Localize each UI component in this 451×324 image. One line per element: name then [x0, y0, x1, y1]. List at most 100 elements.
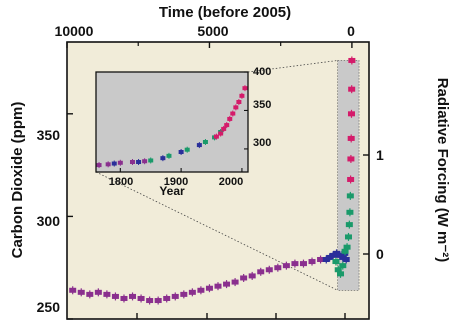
main-data-point-marker — [94, 289, 102, 295]
right-y-tick-label: 0 — [376, 246, 384, 262]
main-data-point — [344, 232, 352, 241]
main-data-point — [214, 282, 222, 291]
inset-data-point-marker — [142, 159, 148, 164]
main-data-point-marker — [347, 135, 355, 141]
main-data-point-marker — [339, 263, 347, 269]
inset-data-point-marker — [230, 111, 236, 116]
main-data-point-marker — [332, 259, 340, 265]
main-data-point-marker — [291, 261, 299, 267]
inset-data-point — [160, 155, 166, 162]
inset-x-tick-label: 1800 — [109, 176, 133, 188]
main-data-point-marker — [163, 295, 171, 301]
inset-x-axis-title: Year — [159, 184, 185, 198]
inset-data-point — [148, 157, 154, 164]
inset-plot-background — [96, 72, 248, 172]
main-data-point — [103, 290, 111, 299]
main-data-point — [332, 257, 340, 266]
inset-data-point — [218, 130, 224, 137]
inset-data-point-marker — [218, 131, 224, 136]
main-data-point — [282, 261, 290, 270]
main-data-point — [120, 294, 128, 303]
main-data-point-marker — [171, 293, 179, 299]
main-data-point — [347, 109, 355, 118]
top-x-tick-label: 0 — [347, 23, 355, 39]
inset-data-point-marker — [129, 160, 135, 164]
inset-axis-ticks — [119, 71, 248, 172]
main-data-point-marker — [346, 209, 354, 215]
y2-axis-title: Radiative Forcing (W m⁻²) — [434, 78, 451, 263]
main-data-point — [129, 292, 137, 301]
main-data-point — [308, 257, 316, 266]
inset-data-point-marker — [202, 140, 208, 144]
inset-data-point-marker — [221, 126, 227, 131]
inset-data-point-marker — [196, 143, 202, 148]
inset-data-point — [196, 142, 202, 149]
main-data-point-marker — [69, 287, 77, 293]
main-data-point — [69, 286, 77, 295]
main-data-point — [343, 243, 351, 252]
main-data-point-marker — [337, 271, 345, 277]
main-data-point-marker — [197, 287, 205, 293]
inset-data-point-marker — [178, 150, 184, 154]
main-data-point-marker — [345, 222, 353, 228]
right-y-tick-label: 1 — [376, 147, 384, 163]
inset-data-point-marker — [224, 123, 230, 128]
inset-data-point — [213, 133, 219, 140]
inset-data-point-marker — [111, 161, 117, 166]
main-data-point-marker — [77, 289, 85, 295]
main-data-point-marker — [348, 86, 356, 92]
main-data-point — [111, 292, 119, 301]
main-data-point-marker — [341, 248, 349, 254]
main-data-point — [205, 284, 213, 293]
inset-y-tick-label: 350 — [253, 99, 271, 111]
inset-x-tick-label: 1900 — [164, 176, 188, 188]
main-data-point — [265, 265, 273, 274]
inset-data-point — [166, 152, 172, 159]
main-data-point — [154, 296, 162, 305]
main-data-point — [223, 280, 231, 289]
main-data-point-marker — [344, 234, 352, 240]
inset-data-point — [239, 92, 245, 99]
inset-data-point-marker — [105, 162, 111, 167]
inset-data-point — [233, 104, 239, 111]
left-y-tick-label: 350 — [37, 127, 61, 143]
inset-data-point-marker — [160, 156, 166, 161]
inset-data-point-marker — [117, 160, 123, 165]
main-data-point-marker — [86, 291, 94, 297]
main-data-point-marker — [180, 291, 188, 297]
main-data-point-marker — [317, 256, 325, 262]
inset-connector-line-top — [247, 60, 338, 73]
main-data-point-marker — [154, 298, 162, 304]
main-data-point-marker — [282, 263, 290, 269]
inset-data-point — [230, 110, 236, 117]
inset-series-group — [96, 85, 248, 169]
inset-data-point — [236, 99, 242, 105]
main-data-point — [77, 288, 85, 297]
main-data-point-marker — [205, 285, 213, 291]
main-data-point — [248, 271, 256, 280]
main-data-point — [342, 255, 350, 264]
main-data-point — [240, 273, 248, 282]
top-x-tick-label: 5000 — [197, 23, 228, 39]
main-data-point-marker — [347, 176, 355, 182]
main-data-point — [346, 191, 354, 200]
inset-data-point-marker — [136, 160, 142, 164]
inset-data-point — [136, 159, 142, 165]
main-data-point-marker — [111, 293, 119, 299]
main-data-point-marker — [299, 261, 307, 267]
main-data-point-marker — [274, 265, 282, 271]
inset-y-tick-label: 300 — [253, 137, 271, 149]
main-data-point — [274, 263, 282, 272]
main-data-point — [347, 134, 355, 143]
main-data-point-marker — [265, 267, 273, 273]
main-data-point — [317, 255, 325, 264]
inset-data-point — [224, 122, 230, 129]
main-data-point — [197, 286, 205, 295]
inset-data-point — [129, 159, 135, 165]
main-data-point — [346, 208, 354, 217]
inset-connector-line-bottom — [95, 171, 338, 291]
main-data-point-marker — [214, 283, 222, 289]
main-data-point-marker — [308, 259, 316, 265]
main-data-point — [348, 85, 356, 94]
